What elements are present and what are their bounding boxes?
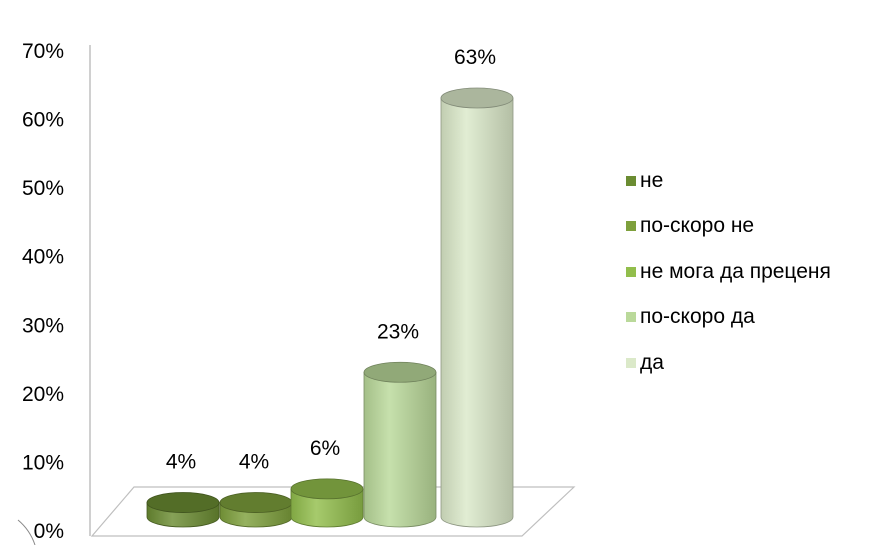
bar-2 — [219, 492, 293, 528]
legend-item: не мога да преценя — [626, 249, 831, 295]
legend-item: да — [626, 340, 831, 386]
y-tick-label: 30% — [22, 314, 64, 337]
data-label: 4% — [239, 451, 269, 474]
bar-3 — [290, 478, 364, 528]
bar-top — [440, 87, 514, 109]
data-label: 23% — [377, 320, 419, 343]
legend-label: по-скоро не — [640, 214, 755, 238]
bar-top — [146, 492, 220, 513]
legend-item: по-скоро не — [626, 204, 831, 250]
legend-label: да — [640, 350, 664, 374]
legend-swatch — [626, 357, 636, 368]
y-tick-label: 0% — [34, 520, 64, 543]
y-tick-label: 40% — [22, 246, 64, 269]
legend-item: не — [626, 158, 831, 204]
bar-body — [290, 488, 364, 528]
data-label: 63% — [454, 46, 496, 69]
y-tick-label: 20% — [22, 383, 64, 406]
data-label: 6% — [310, 437, 340, 460]
bar-top — [290, 478, 364, 500]
legend-item: по-скоро да — [626, 295, 831, 341]
legend-swatch — [626, 312, 636, 323]
legend-swatch — [626, 175, 636, 186]
legend-swatch — [626, 266, 636, 277]
y-tick-label: 60% — [22, 109, 64, 132]
y-tick-label: 10% — [22, 451, 64, 474]
bar-4 — [363, 361, 437, 528]
legend-label: не — [640, 168, 664, 192]
bar-top — [219, 492, 293, 513]
bar-body — [440, 97, 514, 528]
legend-label: по-скоро да — [640, 305, 755, 329]
legend-label: не мога да преценя — [640, 259, 831, 283]
chart-legend: не по-скоро не не мога да преценя по-скоро … — [626, 158, 831, 386]
corner-arc — [17, 519, 36, 545]
bar-body — [363, 371, 437, 528]
bar-1 — [146, 492, 220, 528]
legend-swatch — [626, 221, 636, 232]
bar-top — [363, 361, 437, 383]
bar-5 — [440, 87, 514, 528]
y-tick-label: 50% — [22, 177, 64, 200]
y-tick-label: 70% — [22, 40, 64, 63]
data-label: 4% — [166, 451, 196, 474]
